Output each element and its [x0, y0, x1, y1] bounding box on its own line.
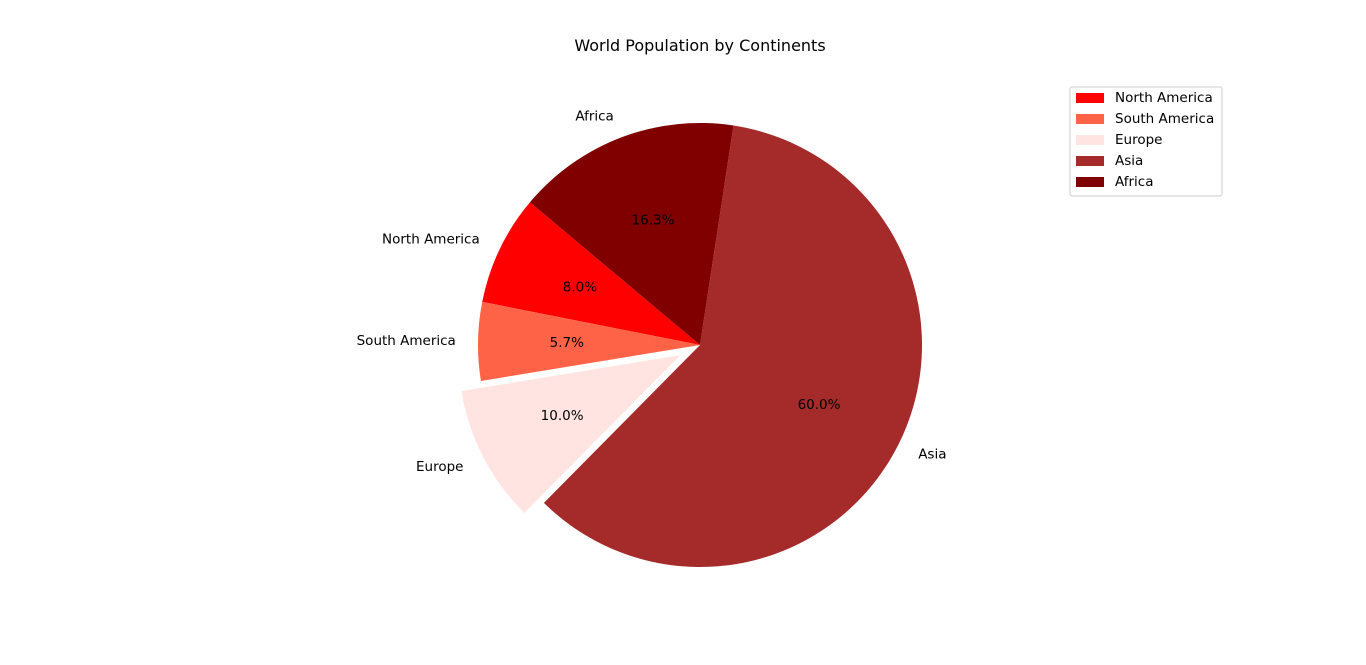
pie-slice-europe [461, 355, 681, 513]
pie-slices [461, 122, 922, 567]
legend-label-south-america: South America [1115, 111, 1214, 127]
slice-label-africa: Africa [575, 109, 614, 125]
slice-label-south-america: South America [357, 333, 456, 349]
slice-label-asia: Asia [918, 447, 946, 463]
legend-swatch-africa [1076, 177, 1104, 187]
pie-slice-south-america [478, 301, 700, 381]
legend-label-africa: Africa [1115, 174, 1154, 190]
pie-slice-africa [529, 122, 734, 345]
slice-percent-europe: 10.0% [541, 408, 584, 424]
pie-slice-asia [543, 125, 922, 567]
slice-percent-south-america: 5.7% [550, 335, 584, 351]
legend-label-asia: Asia [1115, 153, 1143, 169]
slice-label-north-america: North America [382, 231, 480, 247]
legend-label-north-america: North America [1115, 90, 1213, 106]
chart-title: World Population by Continents [574, 36, 825, 55]
legend-swatch-north-america [1076, 93, 1104, 103]
legend-swatch-south-america [1076, 114, 1104, 124]
legend-frame [1069, 86, 1223, 197]
slice-label-europe: Europe [416, 459, 463, 475]
slice-percent-asia: 60.0% [798, 397, 841, 413]
pie-slice-north-america [482, 202, 700, 345]
legend-swatch-europe [1076, 135, 1104, 145]
legend: North America South America Europe Asia Afri… [1069, 86, 1223, 197]
pie-labels: North America 8.0% South America 5.7% Europe… [357, 109, 947, 476]
legend-label-europe: Europe [1115, 132, 1162, 148]
legend-swatch-asia [1076, 156, 1104, 166]
slice-percent-africa: 16.3% [632, 212, 675, 228]
slice-percent-north-america: 8.0% [563, 279, 597, 295]
